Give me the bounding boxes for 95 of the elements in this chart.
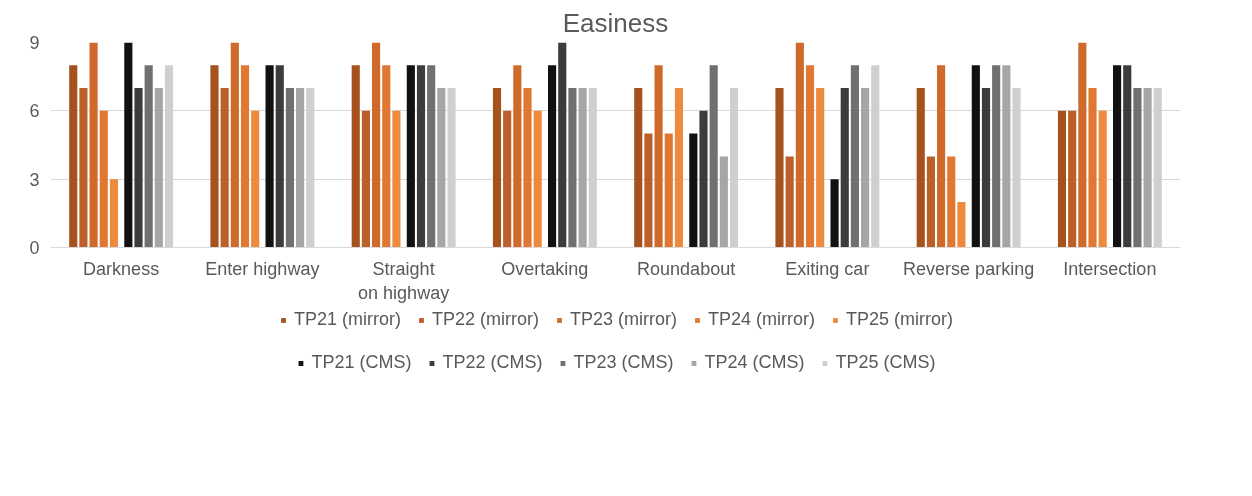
bar xyxy=(533,110,542,248)
y-tick-label: 3 xyxy=(29,169,40,190)
bar xyxy=(154,88,163,248)
y-tick-label: 0 xyxy=(29,238,40,258)
bar xyxy=(1057,110,1067,248)
bar xyxy=(144,65,153,248)
bar xyxy=(265,65,274,248)
bar xyxy=(664,133,673,248)
bar xyxy=(1002,65,1011,248)
bar xyxy=(578,88,587,248)
y-tick-label: 6 xyxy=(29,101,40,122)
bar xyxy=(548,65,557,248)
bar xyxy=(775,88,784,248)
bar xyxy=(916,88,925,248)
bar xyxy=(492,88,502,248)
bar xyxy=(830,179,839,248)
x-tick-label: Straight on highway xyxy=(358,258,450,303)
bar xyxy=(416,65,426,248)
bar xyxy=(1078,42,1087,248)
bar xyxy=(124,42,133,248)
bar xyxy=(840,88,849,248)
bar xyxy=(220,88,229,248)
bar xyxy=(785,156,794,248)
bar xyxy=(1123,65,1132,248)
bar xyxy=(296,88,305,248)
bar xyxy=(240,65,250,248)
bar xyxy=(361,110,370,248)
legend-label: TP22 (mirror) xyxy=(432,309,539,330)
bar xyxy=(437,88,446,248)
bar xyxy=(69,65,78,248)
bar xyxy=(503,110,512,248)
x-tick-label: Darkness xyxy=(83,258,160,279)
bar xyxy=(251,110,260,248)
x-tick-label: Exiting car xyxy=(785,258,870,279)
legend-label: TP21 (mirror) xyxy=(294,309,401,330)
bar xyxy=(674,88,683,248)
bar xyxy=(957,201,966,248)
bar xyxy=(568,88,577,248)
bar xyxy=(1113,65,1122,248)
bar xyxy=(427,65,436,248)
bar xyxy=(699,110,708,248)
bar xyxy=(816,88,825,248)
bar xyxy=(795,42,804,248)
bar xyxy=(1088,88,1097,248)
x-tick-label: Intersection xyxy=(1063,258,1157,279)
bar xyxy=(99,110,108,248)
bar xyxy=(109,179,118,248)
bar xyxy=(850,65,859,248)
bar xyxy=(634,88,643,248)
bar xyxy=(926,156,935,248)
bar xyxy=(406,65,415,248)
y-tick-label: 9 xyxy=(29,33,40,53)
bar xyxy=(719,156,728,248)
bar xyxy=(285,88,294,248)
bar xyxy=(230,42,239,248)
bar xyxy=(689,133,698,248)
legend-label: TP22 (CMS) xyxy=(442,352,543,373)
bar xyxy=(947,156,956,248)
bar xyxy=(1133,88,1142,248)
bar xyxy=(709,65,718,248)
bar xyxy=(1098,110,1107,248)
legend-label: TP25 (CMS) xyxy=(835,352,936,373)
x-tick-label: Enter highway xyxy=(205,258,320,279)
bar xyxy=(981,88,991,248)
bar xyxy=(89,42,98,248)
bar xyxy=(372,42,381,248)
bar xyxy=(992,65,1001,248)
chart-title: Easiness xyxy=(562,7,669,38)
bar xyxy=(523,88,532,248)
x-tick-label: Overtaking xyxy=(501,258,589,279)
bar xyxy=(937,65,946,248)
bar xyxy=(644,133,653,248)
bar xyxy=(805,65,815,248)
bar xyxy=(382,65,391,248)
x-tick-label: Roundabout xyxy=(637,258,736,279)
bar xyxy=(558,42,567,248)
x-tick-label: Reverse parking xyxy=(903,258,1035,279)
bar xyxy=(210,65,219,248)
bar xyxy=(971,65,980,248)
bar xyxy=(79,88,88,248)
bar xyxy=(351,65,360,248)
bar xyxy=(1068,110,1077,248)
bar xyxy=(1143,88,1152,248)
legend-label: TP24 (CMS) xyxy=(704,352,805,373)
legend-label: TP23 (CMS) xyxy=(573,352,674,373)
legend-label: TP21 (CMS) xyxy=(311,352,412,373)
bar xyxy=(654,65,663,248)
legend-label: TP24 (mirror) xyxy=(708,309,815,330)
legend-label: TP23 (mirror) xyxy=(570,309,677,330)
bar xyxy=(275,65,284,248)
legend-label: TP25 (mirror) xyxy=(846,309,953,330)
bar xyxy=(134,88,143,248)
bar xyxy=(392,110,401,248)
bar xyxy=(513,65,522,248)
bar xyxy=(861,88,870,248)
